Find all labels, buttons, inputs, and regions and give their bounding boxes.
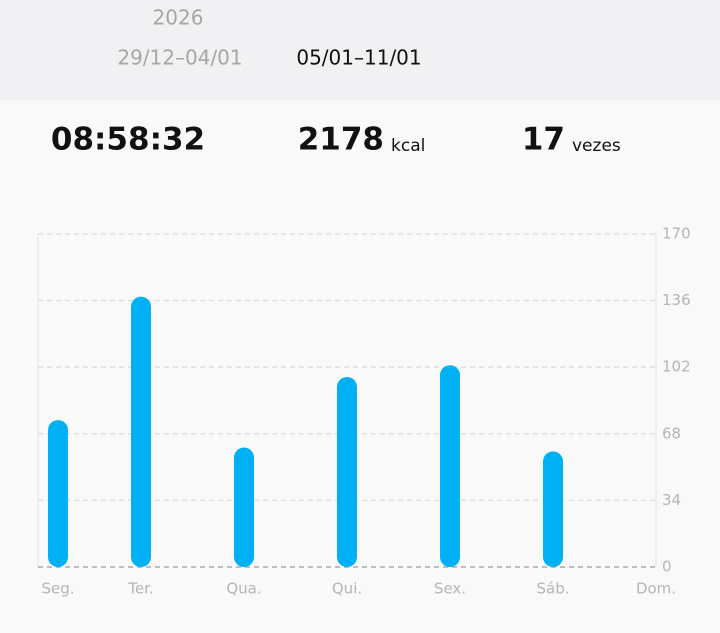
y-tick-label: 68 (662, 424, 681, 442)
week-tab[interactable]: 29/12–04/01 (117, 46, 242, 70)
x-tick-label: Qua. (226, 580, 261, 598)
week-tab[interactable]: 05/01–11/01 (296, 46, 421, 70)
calories-value: 2178 (298, 122, 384, 158)
year: 2026 (153, 6, 204, 30)
y-tick-label: 170 (662, 225, 691, 243)
bar (337, 376, 357, 567)
calories-unit: kcal (391, 136, 425, 156)
y-tick-label: 136 (662, 291, 691, 309)
count-unit: vezes (572, 136, 621, 156)
x-tick-label: Qui. (332, 580, 362, 598)
y-tick-label: 0 (662, 558, 672, 576)
week-selector-bg (0, 0, 720, 100)
x-tick-label: Seg. (41, 580, 74, 598)
x-tick-label: Sáb. (536, 580, 569, 598)
bar (543, 451, 563, 567)
duration: 08:58:32 (51, 122, 205, 158)
y-tick-label: 34 (662, 491, 681, 509)
bar (234, 447, 254, 567)
x-tick-label: Dom. (636, 580, 676, 598)
y-tick-label: 102 (662, 358, 691, 376)
bar (48, 420, 68, 567)
bar (131, 296, 151, 567)
x-tick-label: Ter. (127, 580, 153, 598)
bar (440, 365, 460, 567)
count-value: 17 (522, 122, 565, 158)
x-tick-label: Sex. (434, 580, 466, 598)
